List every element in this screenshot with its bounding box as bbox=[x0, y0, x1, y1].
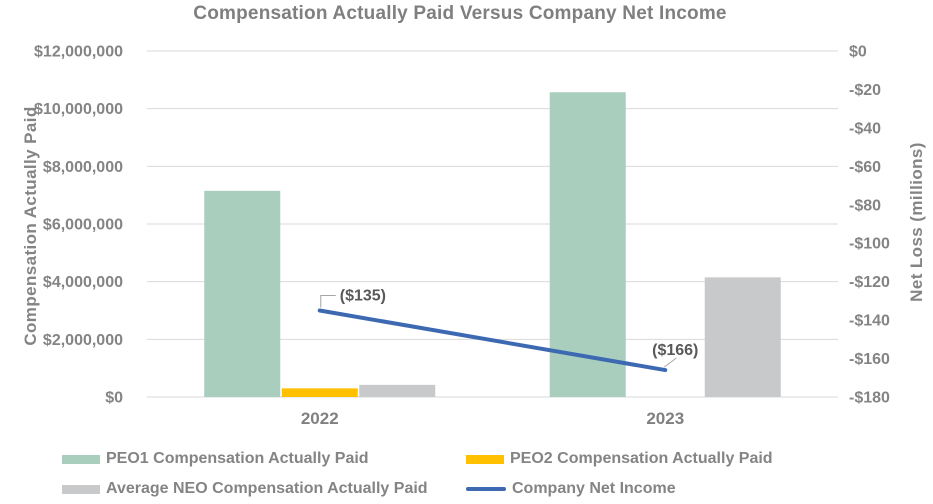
x-axis-label-2023: 2023 bbox=[646, 409, 684, 428]
callout-leader bbox=[663, 357, 677, 368]
right-axis-tick: -$180 bbox=[849, 390, 890, 407]
bar-peo1-compensation-actually-paid-2022 bbox=[204, 190, 281, 397]
left-axis-tick: $10,000,000 bbox=[34, 101, 123, 118]
left-axis-tick: $4,000,000 bbox=[43, 274, 123, 291]
left-axis-tick: $6,000,000 bbox=[43, 217, 123, 234]
line-company-net-income bbox=[317, 308, 668, 373]
legend-item-company-net-income: Company Net Income bbox=[466, 480, 773, 498]
chart-legend: PEO1 Compensation Actually Paid PEO2 Comp… bbox=[62, 450, 773, 498]
legend-label: PEO2 Compensation Actually Paid bbox=[510, 450, 773, 467]
left-axis-tick: $12,000,000 bbox=[34, 44, 123, 61]
x-axis-label-2022: 2022 bbox=[301, 409, 339, 428]
bar-average-neo-compensation-actually-paid-2022 bbox=[359, 384, 436, 397]
bar-average-neo-compensation-actually-paid-2023 bbox=[704, 277, 781, 397]
data-label-company-net-income-2023: ($166) bbox=[652, 342, 698, 359]
legend-label: Company Net Income bbox=[512, 480, 676, 497]
right-axis-tick: -$100 bbox=[849, 236, 890, 253]
right-axis-tick: -$140 bbox=[849, 313, 890, 330]
legend-label: PEO1 Compensation Actually Paid bbox=[106, 450, 369, 467]
right-axis-tick: -$40 bbox=[849, 120, 881, 137]
left-axis-tick: $8,000,000 bbox=[43, 159, 123, 176]
right-axis-tick: -$20 bbox=[849, 82, 881, 99]
legend-item-average-neo-compensation-actually-paid: Average NEO Compensation Actually Paid bbox=[62, 480, 466, 498]
right-axis-tick: -$160 bbox=[849, 351, 890, 368]
callout-leader bbox=[320, 295, 336, 308]
left-axis-tick: $0 bbox=[105, 390, 123, 407]
right-axis-tick: $0 bbox=[849, 44, 867, 61]
legend-item-peo1-compensation-actually-paid: PEO1 Compensation Actually Paid bbox=[62, 450, 466, 468]
right-axis-tick: -$120 bbox=[849, 274, 890, 291]
legend-swatch-peo1-compensation-actually-paid bbox=[62, 454, 100, 464]
data-label-company-net-income-2022: ($135) bbox=[340, 288, 386, 305]
legend-item-peo2-compensation-actually-paid: PEO2 Compensation Actually Paid bbox=[466, 450, 773, 468]
legend-label: Average NEO Compensation Actually Paid bbox=[106, 480, 428, 497]
right-axis-tick: -$80 bbox=[849, 197, 881, 214]
legend-swatch-peo2-compensation-actually-paid bbox=[466, 454, 504, 464]
bar-peo1-compensation-actually-paid-2023 bbox=[549, 92, 626, 398]
legend-swatch-average-neo-compensation-actually-paid bbox=[62, 484, 100, 494]
right-axis-tick: -$60 bbox=[849, 159, 881, 176]
left-axis-tick: $2,000,000 bbox=[43, 332, 123, 349]
bar-peo2-compensation-actually-paid-2022 bbox=[281, 388, 358, 397]
legend-swatch-company-net-income bbox=[466, 487, 506, 491]
chart-title: Compensation Actually Paid Versus Compan… bbox=[193, 3, 727, 24]
